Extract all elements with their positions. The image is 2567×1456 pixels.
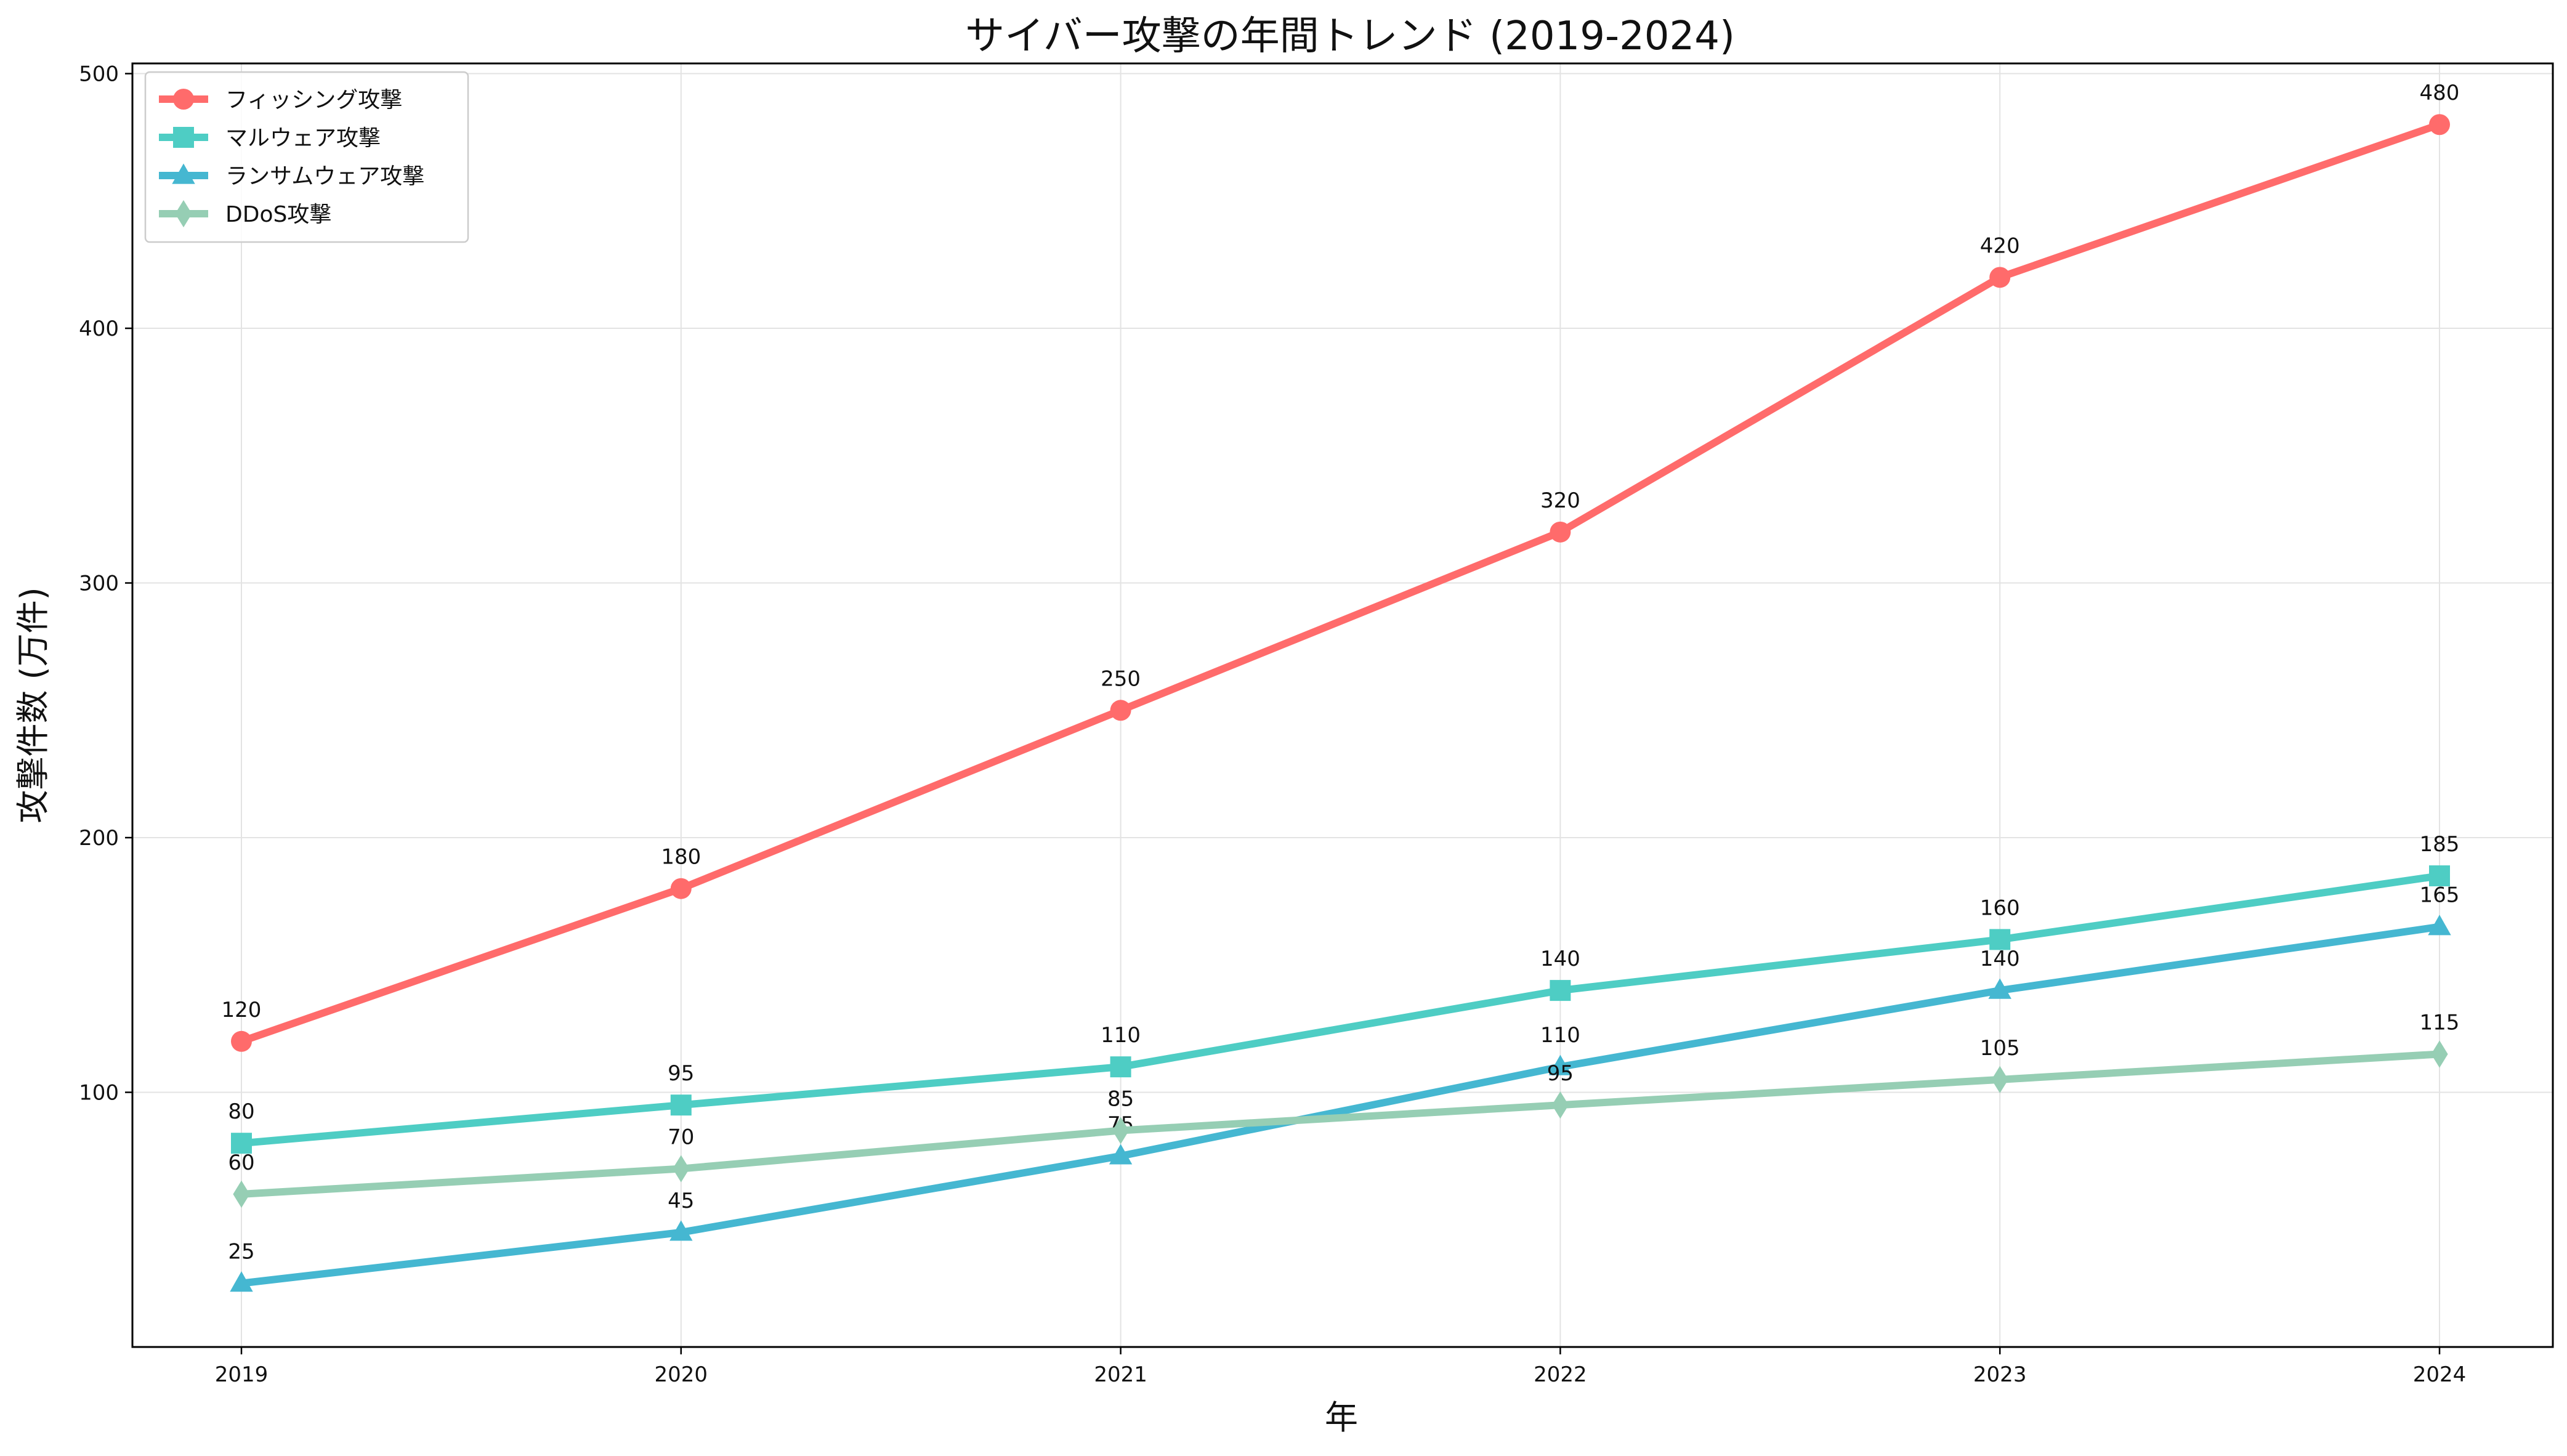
data-label: 80: [228, 1099, 254, 1124]
series-1: 120 180 250 320 420 480: [222, 81, 2460, 1052]
data-point: [669, 1220, 693, 1241]
data-point: [1551, 1091, 1569, 1119]
y-axis-title: 攻撃件数 (万件): [14, 587, 52, 823]
axis-layer: 2019 2020 2021 2022 2023 2024 100 200 300 400 500: [79, 62, 2466, 1387]
series-2: 80 95 110 140 160 185: [228, 832, 2459, 1154]
data-label: 165: [2420, 883, 2460, 908]
data-point: [1109, 1144, 1133, 1165]
data-point: [1989, 267, 2011, 288]
data-point: [2428, 915, 2451, 936]
data-point: [1989, 929, 2011, 950]
data-point: [670, 878, 692, 899]
data-label: 420: [1980, 233, 2020, 258]
x-axis-title: 年: [1325, 1398, 1358, 1437]
series-3: 254575110140165: [228, 883, 2459, 1292]
x-tick-label: 2023: [1973, 1362, 2027, 1387]
data-point: [1550, 980, 1571, 1001]
series-layer: 1201802503204204808095110140160185254575…: [222, 81, 2460, 1292]
legend-marker: [175, 200, 192, 228]
data-label: 160: [1980, 896, 2020, 920]
data-point: [233, 1180, 250, 1208]
data-label: 110: [1101, 1023, 1141, 1048]
data-point: [1110, 1056, 1131, 1078]
data-point: [1112, 1117, 1130, 1144]
data-point: [230, 1271, 253, 1292]
data-label: 95: [668, 1061, 694, 1086]
series-line: [238, 121, 2443, 1045]
data-label: 95: [1547, 1061, 1574, 1086]
legend-box: [144, 71, 469, 243]
x-tick-label: 2020: [655, 1362, 708, 1387]
data-point: [1991, 1066, 2008, 1093]
data-label: 185: [2420, 832, 2460, 857]
y-tick-label: 400: [79, 317, 119, 341]
series-4: 60 70 85 95 105 115: [228, 1010, 2459, 1208]
data-point: [231, 1030, 252, 1052]
legend-item: フィッシング攻撃: [159, 87, 402, 113]
legend-marker: [173, 89, 194, 110]
y-tick-label: 100: [79, 1081, 119, 1106]
series-line: [238, 872, 2443, 1147]
data-label: 105: [1980, 1036, 2020, 1061]
plot-frame: [131, 62, 2554, 1348]
data-label: 250: [1101, 666, 1141, 691]
data-point: [2429, 865, 2450, 887]
data-point: [2429, 114, 2450, 135]
legend-item: マルウェア攻撃: [159, 126, 381, 151]
legend-marker: [172, 163, 195, 184]
data-label: 85: [1107, 1087, 1134, 1112]
legend-label: DDoS攻撃: [225, 202, 331, 227]
x-tick-label: 2021: [1094, 1362, 1147, 1387]
x-tick-label: 2022: [1534, 1362, 1587, 1387]
y-tick-label: 300: [79, 572, 119, 596]
legend-label: ランサムウェア攻撃: [225, 164, 424, 189]
data-point: [1110, 700, 1131, 721]
legend-marker: [173, 127, 194, 148]
data-point: [2431, 1040, 2448, 1068]
legend-label: フィッシング攻撃: [225, 87, 402, 113]
data-label: 110: [1540, 1023, 1580, 1048]
legend-item: DDoS攻撃: [159, 200, 331, 228]
chart-title: サイバー攻撃の年間トレンド (2019-2024): [965, 14, 1735, 59]
series-line: [238, 1050, 2443, 1198]
data-label: 25: [228, 1240, 254, 1264]
data-point: [231, 1133, 252, 1154]
data-label: 120: [222, 998, 262, 1022]
grid-layer: [132, 63, 2553, 1347]
data-point: [1988, 978, 2011, 999]
data-point: [673, 1155, 690, 1183]
legend-label: マルウェア攻撃: [225, 126, 381, 151]
legend-item: ランサムウェア攻撃: [159, 163, 424, 189]
data-label: 140: [1540, 947, 1580, 971]
y-tick-label: 200: [79, 826, 119, 851]
data-label: 60: [228, 1151, 254, 1175]
data-label: 70: [668, 1125, 694, 1150]
data-label: 480: [2420, 81, 2460, 105]
data-label: 180: [661, 845, 701, 870]
data-point: [1550, 521, 1571, 543]
data-label: 45: [668, 1189, 694, 1213]
x-tick-label: 2024: [2413, 1362, 2467, 1387]
series-line: [238, 923, 2443, 1287]
x-tick-label: 2019: [215, 1362, 269, 1387]
data-point: [670, 1094, 692, 1116]
data-label: 320: [1540, 488, 1580, 513]
y-tick-label: 500: [79, 62, 119, 87]
data-label: 140: [1980, 947, 2020, 971]
data-label: 115: [2420, 1010, 2460, 1035]
data-point: [1548, 1054, 1572, 1075]
